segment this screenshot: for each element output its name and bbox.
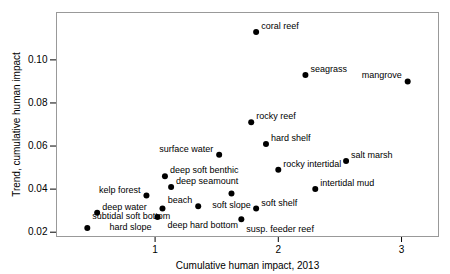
svg-text:0.06: 0.06	[28, 140, 48, 151]
svg-text:1: 1	[152, 244, 158, 255]
svg-text:kelp forest: kelp forest	[99, 185, 141, 195]
svg-text:mangrove: mangrove	[362, 70, 402, 80]
svg-text:deep soft benthic: deep soft benthic	[170, 165, 239, 175]
svg-text:coral reef: coral reef	[261, 21, 299, 31]
svg-text:hard slope: hard slope	[110, 222, 152, 232]
svg-text:0.10: 0.10	[28, 54, 48, 65]
svg-text:seagrass: seagrass	[310, 64, 347, 74]
svg-text:beach: beach	[168, 195, 193, 205]
svg-text:deep water: deep water	[102, 201, 147, 212]
svg-text:soft slope: soft slope	[212, 200, 251, 210]
svg-text:3: 3	[399, 244, 405, 255]
svg-text:hard shelf: hard shelf	[271, 133, 311, 143]
svg-text:salt marsh: salt marsh	[351, 150, 393, 160]
svg-text:susp. feeder reef: susp. feeder reef	[246, 224, 314, 234]
svg-text:deep hard bottom: deep hard bottom	[167, 220, 238, 230]
svg-text:0.02: 0.02	[28, 226, 48, 237]
svg-text:rocky reef: rocky reef	[256, 111, 296, 121]
svg-text:Cumulative human impact, 2013: Cumulative human impact, 2013	[176, 260, 320, 271]
svg-text:soft shelf: soft shelf	[261, 198, 298, 208]
svg-text:rocky intertidal: rocky intertidal	[283, 159, 341, 169]
svg-text:Trend, cumulative human impact: Trend, cumulative human impact	[11, 52, 22, 197]
svg-text:subtidal soft bottom: subtidal soft bottom	[92, 211, 170, 221]
svg-text:0.08: 0.08	[28, 97, 48, 108]
svg-text:surface water: surface water	[159, 144, 213, 154]
svg-text:0.04: 0.04	[28, 183, 48, 194]
svg-text:deep seamount: deep seamount	[176, 176, 239, 186]
svg-text:2: 2	[276, 244, 282, 255]
svg-text:intertidal mud: intertidal mud	[320, 178, 374, 188]
